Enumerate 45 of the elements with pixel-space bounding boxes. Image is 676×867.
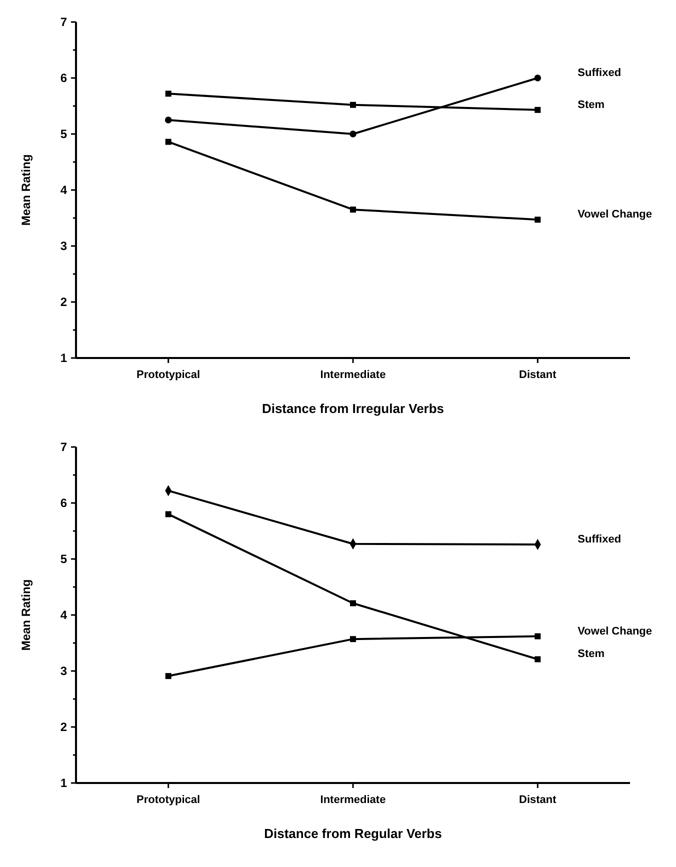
y-tick-label: 5 [60,127,68,142]
y-tick-label: 5 [60,552,68,566]
y-tick-label: 6 [60,496,68,510]
y-tick-label: 7 [60,15,68,30]
text: Vowel Change [578,208,652,221]
x-axis-title: Distance from Irregular Verbs [262,401,444,416]
point [534,216,541,223]
point [534,106,541,113]
y-tick-label: 1 [60,776,68,790]
text: Suffixed [578,67,622,79]
x-tick-label: Prototypical [136,794,200,806]
point [165,138,172,145]
text: Stem [578,98,605,111]
point [165,673,172,680]
y-tick-label: 3 [60,239,68,254]
point [350,102,356,108]
text: Suffixed [578,533,622,546]
y-tick-label: 6 [60,71,68,86]
text: Stem [578,648,605,660]
x-tick-label: Distant [519,794,557,806]
point [534,74,542,82]
point [350,206,356,213]
point [165,90,172,97]
point [165,511,172,518]
point [534,656,541,662]
y-tick-label: 4 [60,183,68,198]
x-tick-label: Prototypical [136,369,200,381]
y-axis-title: Mean Rating [19,579,33,651]
x-tick-label: Distant [519,369,557,381]
y-tick-label: 1 [60,351,68,366]
point [350,130,356,138]
point [350,600,356,606]
x-tick-label: Intermediate [320,369,386,381]
point [350,636,356,642]
y-tick-label: 4 [60,608,68,622]
y-tick-label: 2 [60,295,68,310]
y-axis-title: Mean Rating [19,154,33,226]
point [164,116,172,124]
y-tick-label: 7 [60,440,68,454]
point [534,633,541,640]
y-tick-label: 2 [60,720,68,734]
x-tick-label: Intermediate [320,794,386,806]
text: Vowel Change [578,625,652,638]
y-tick-label: 3 [60,664,68,678]
x-axis-title: Distance from Regular Verbs [264,826,442,841]
